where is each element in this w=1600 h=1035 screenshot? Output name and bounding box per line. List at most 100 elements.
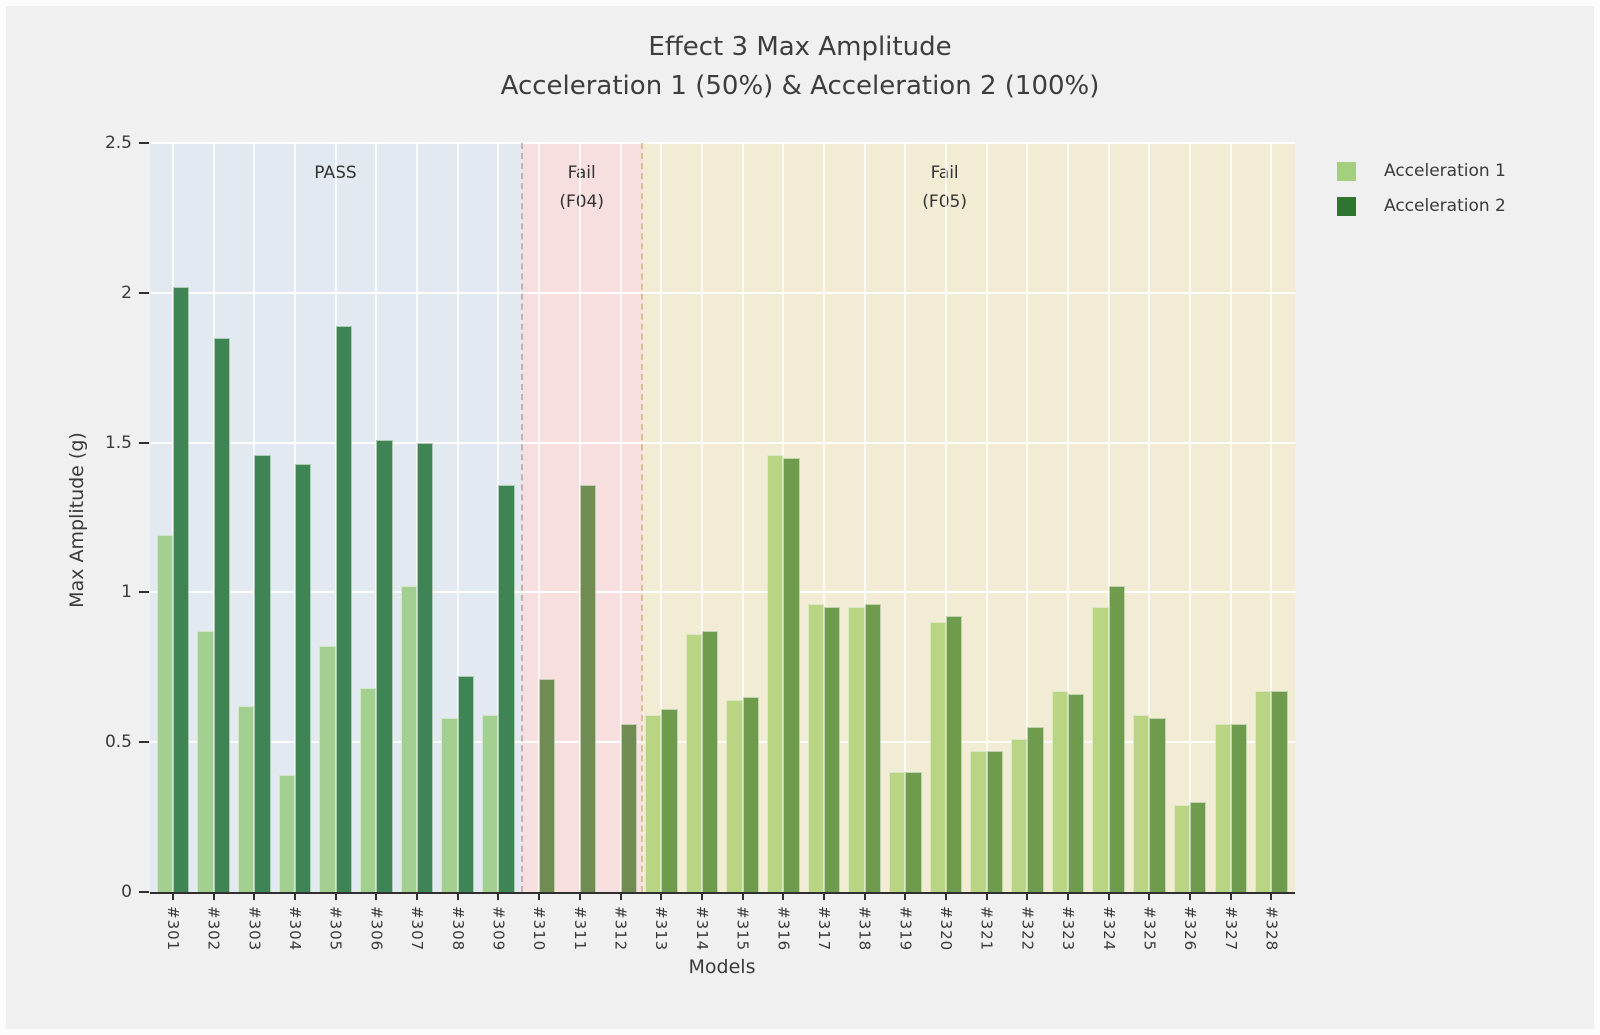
bar-acceleration-2-319 bbox=[905, 772, 922, 892]
x-tick-label-303: #303 bbox=[245, 906, 264, 952]
legend-label: Acceleration 2 bbox=[1384, 196, 1506, 216]
y-gridline bbox=[150, 441, 1295, 444]
x-tick-label-315: #315 bbox=[733, 906, 752, 952]
bar-acceleration-2-322 bbox=[1027, 727, 1044, 892]
region-label-2: Fail (F05) bbox=[922, 159, 967, 217]
x-tick-label-323: #323 bbox=[1059, 906, 1078, 952]
x-tick-label-320: #320 bbox=[937, 906, 955, 952]
x-tick-label-307: #307 bbox=[408, 906, 427, 952]
legend: Acceleration 1 Acceleration 2 bbox=[1337, 161, 1506, 231]
bar-acceleration-2-315 bbox=[742, 697, 759, 892]
bar-acceleration-1-315 bbox=[726, 700, 743, 892]
bar-acceleration-2-328 bbox=[1271, 691, 1288, 892]
x-gridline bbox=[1270, 143, 1273, 892]
bar-acceleration-1-313 bbox=[644, 715, 662, 892]
x-tick bbox=[294, 892, 297, 900]
bar-acceleration-2-309 bbox=[498, 484, 515, 892]
x-tick-label-313: #313 bbox=[652, 906, 671, 952]
bar-acceleration-2-320 bbox=[946, 616, 963, 892]
chart-title-block: Effect 3 Max Amplitude Acceleration 1 (5… bbox=[6, 28, 1594, 106]
x-gridline bbox=[1229, 143, 1232, 892]
y-gridline bbox=[150, 741, 1295, 744]
x-gridline bbox=[1148, 143, 1151, 892]
x-tick bbox=[172, 892, 174, 900]
x-tick bbox=[1148, 892, 1151, 900]
x-axis-title: Models bbox=[688, 956, 756, 978]
x-tick bbox=[619, 892, 622, 900]
y-tick bbox=[139, 591, 149, 594]
bar-acceleration-1-328 bbox=[1255, 691, 1272, 892]
x-tick-label-306: #306 bbox=[367, 906, 386, 952]
bar-acceleration-1-327 bbox=[1214, 724, 1231, 892]
x-tick bbox=[416, 892, 419, 900]
bar-acceleration-2-313 bbox=[661, 709, 678, 892]
bar-acceleration-2-316 bbox=[783, 457, 800, 892]
bar-acceleration-1-308 bbox=[441, 718, 458, 892]
x-tick bbox=[904, 892, 907, 900]
bar-acceleration-2-306 bbox=[376, 439, 393, 892]
bar-acceleration-1-326 bbox=[1173, 805, 1191, 892]
bar-acceleration-1-322 bbox=[1011, 739, 1028, 892]
bar-acceleration-1-321 bbox=[970, 751, 987, 892]
x-tick-label-310: #310 bbox=[530, 906, 549, 952]
y-tick bbox=[139, 891, 149, 893]
x-tick bbox=[660, 892, 663, 900]
x-gridline bbox=[1189, 143, 1192, 892]
x-gridline bbox=[1026, 143, 1029, 892]
bar-acceleration-2-317 bbox=[823, 607, 841, 892]
chart-subtitle: Acceleration 1 (50%) & Acceleration 2 (1… bbox=[500, 71, 1100, 101]
x-gridline bbox=[456, 143, 459, 892]
y-tick-label-2: 2 bbox=[121, 282, 132, 303]
x-tick-label-311: #311 bbox=[570, 906, 589, 952]
x-gridline bbox=[619, 143, 622, 892]
x-tick-label-308: #308 bbox=[448, 906, 467, 952]
x-tick bbox=[375, 892, 378, 900]
x-tick-label-326: #326 bbox=[1181, 906, 1200, 952]
bar-acceleration-2-310 bbox=[539, 679, 556, 892]
x-tick-label-325: #325 bbox=[1140, 906, 1159, 952]
x-tick bbox=[741, 892, 744, 900]
x-gridline bbox=[700, 143, 703, 892]
bar-acceleration-1-305 bbox=[319, 646, 336, 892]
x-tick-label-302: #302 bbox=[204, 906, 223, 952]
bar-acceleration-2-307 bbox=[417, 442, 434, 892]
x-gridline bbox=[904, 143, 907, 892]
x-tick bbox=[1229, 892, 1232, 900]
bar-acceleration-2-323 bbox=[1068, 694, 1085, 892]
bar-acceleration-1-314 bbox=[685, 634, 702, 892]
bar-acceleration-1-301 bbox=[156, 535, 173, 892]
x-tick bbox=[1026, 892, 1029, 900]
x-gridline bbox=[822, 143, 825, 892]
bar-acceleration-2-312 bbox=[620, 724, 637, 892]
bar-acceleration-2-308 bbox=[457, 676, 475, 892]
bar-acceleration-1-320 bbox=[929, 622, 946, 892]
x-tick bbox=[1107, 892, 1110, 900]
x-tick bbox=[1270, 892, 1273, 900]
x-tick-label-309: #309 bbox=[489, 906, 508, 952]
x-tick-label-318: #318 bbox=[855, 906, 874, 952]
y-gridline bbox=[150, 291, 1295, 294]
bar-acceleration-2-305 bbox=[335, 325, 353, 892]
x-tick bbox=[945, 892, 947, 900]
y-gridline bbox=[150, 591, 1295, 594]
x-tick bbox=[863, 892, 866, 900]
bar-acceleration-2-314 bbox=[701, 631, 719, 892]
y-tick-label-0: 0 bbox=[121, 882, 132, 902]
x-tick-label-305: #305 bbox=[326, 906, 345, 952]
x-tick bbox=[822, 892, 825, 900]
bar-acceleration-2-321 bbox=[986, 751, 1003, 892]
x-tick bbox=[578, 892, 581, 900]
x-tick-label-322: #322 bbox=[1018, 906, 1037, 952]
bar-acceleration-1-304 bbox=[278, 775, 296, 892]
x-axis-line bbox=[150, 892, 1295, 894]
y-tick-label-0_5: 0.5 bbox=[104, 732, 132, 753]
x-gridline bbox=[1107, 143, 1110, 892]
x-tick bbox=[782, 892, 785, 900]
x-gridline bbox=[945, 143, 947, 892]
y-tick-label-1: 1 bbox=[121, 582, 132, 603]
bar-acceleration-2-303 bbox=[254, 454, 271, 892]
bar-acceleration-1-324 bbox=[1092, 607, 1109, 892]
x-tick bbox=[212, 892, 215, 900]
legend-label: Acceleration 1 bbox=[1384, 161, 1506, 181]
